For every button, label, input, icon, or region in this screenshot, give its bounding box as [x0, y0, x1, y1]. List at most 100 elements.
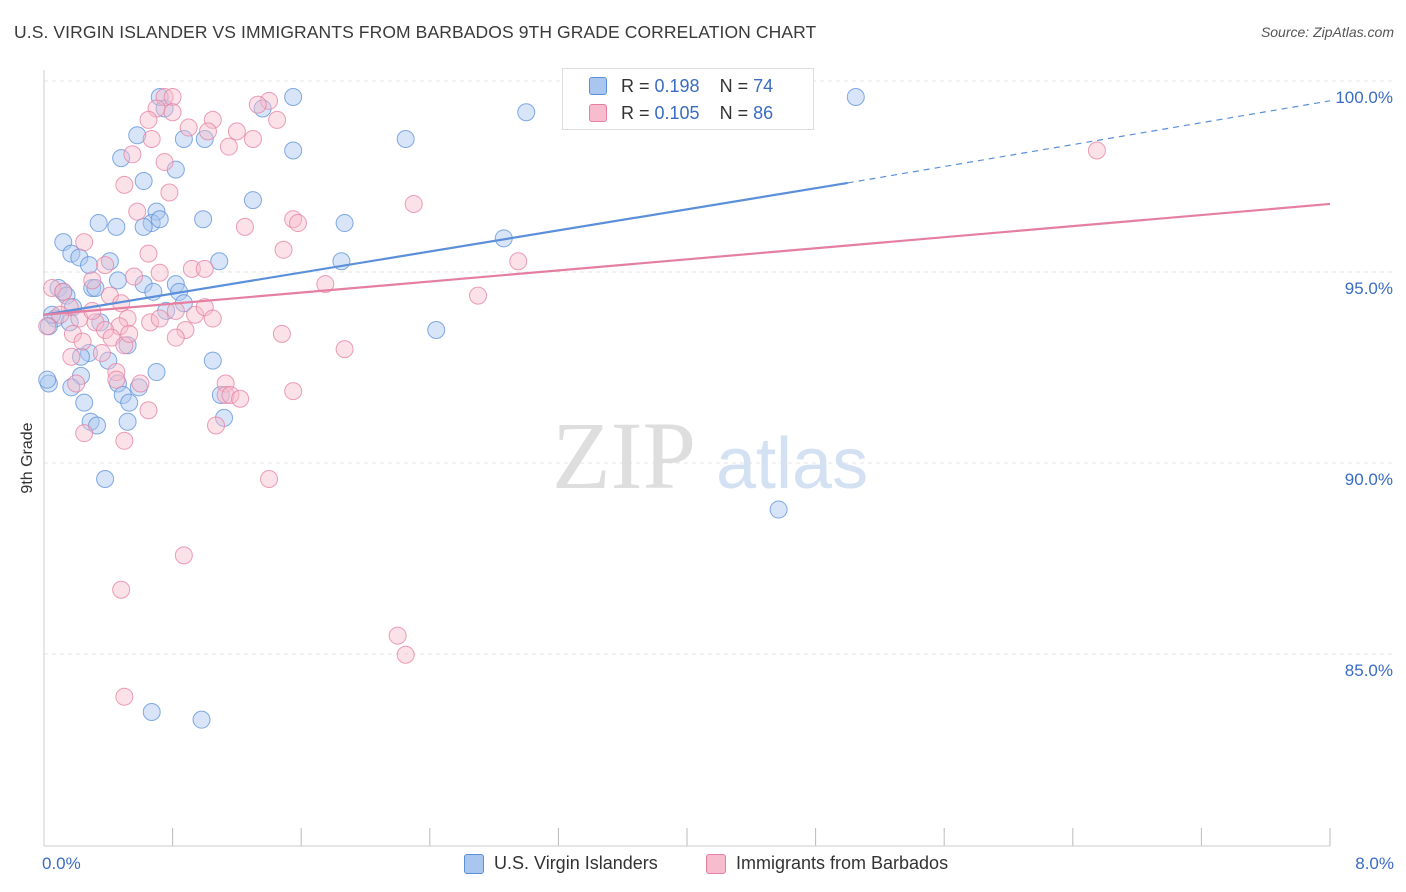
virgin-islander-point [71, 347, 90, 366]
y-tick-label: 85.0% [1345, 661, 1393, 680]
barbados-point [284, 382, 303, 401]
barbados-point [62, 347, 81, 366]
barbados-point [509, 252, 528, 271]
virgin-islander-point [284, 141, 303, 160]
virgin-islander-point [60, 313, 79, 332]
legend-r-value: 0.198 [654, 76, 700, 96]
tick-labels: 85.0% 90.0% 95.0% 100.0% 0.0% 8.0% [42, 88, 1394, 873]
barbados-point [174, 546, 193, 565]
bottom-legend-swatch-blue [464, 854, 484, 874]
barbados-point [198, 122, 217, 141]
legend-swatch-blue [589, 77, 607, 95]
virgin-islander-point [142, 703, 161, 722]
virgin-islander-point [128, 126, 147, 145]
virgin-islander-point [150, 88, 169, 106]
barbados-point [75, 233, 94, 252]
barbados-point [107, 363, 126, 382]
virgin-islander-point [134, 172, 153, 191]
barbados-point [139, 110, 158, 129]
barbados-point [396, 645, 415, 664]
barbados-point [115, 175, 134, 194]
virgin-islander-point [134, 217, 153, 236]
barbados-point [67, 374, 86, 393]
virgin-islander-point [846, 88, 865, 106]
virgin-islander-point [769, 500, 788, 519]
virgin-islander-point [243, 191, 262, 210]
barbados-point [112, 580, 131, 599]
barbados-point [128, 202, 147, 221]
barbados-point [139, 244, 158, 263]
barbados-point [131, 374, 150, 393]
barbados-point [166, 328, 185, 347]
y-axis-label: 9th Grade [19, 422, 36, 493]
barbados-point [115, 336, 134, 355]
barbados-point [92, 343, 111, 362]
virgin-islander-point [113, 385, 132, 404]
barbados-point [75, 424, 94, 443]
barbados-point [216, 385, 235, 404]
x-tick-label: 8.0% [1355, 854, 1394, 873]
virgin-islander-point [157, 301, 176, 320]
legend-r-value: 0.105 [654, 103, 700, 123]
barbados-point [268, 110, 287, 129]
source-label: Source: ZipAtlas.com [1260, 24, 1394, 40]
legend-n-value: 74 [753, 76, 774, 96]
barbados-point [272, 324, 291, 343]
barbados-point [316, 275, 335, 294]
barbados-point [142, 130, 161, 149]
chart-title: U.S. VIRGIN ISLANDER VS IMMIGRANTS FROM … [14, 22, 817, 42]
barbados-point [274, 240, 293, 259]
y-tick-label: 90.0% [1345, 470, 1393, 489]
barbados-point [227, 122, 246, 141]
virgin-islander-point [335, 214, 354, 233]
barbados-point [231, 389, 250, 408]
barbados-point [469, 286, 488, 305]
barbados-point [248, 95, 267, 114]
barbados-point [288, 214, 307, 233]
legend-box: R = 0.198 N = 74 R = 0.105 N = 86 [562, 68, 814, 130]
barbados-trend-line [43, 202, 1331, 316]
axes [43, 70, 1330, 847]
virgin-islander-point [112, 149, 131, 168]
watermark: ZIP atlas [552, 402, 868, 509]
barbados-point [160, 183, 179, 202]
barbados-point [203, 309, 222, 328]
virgin-islander-point [38, 370, 57, 389]
virgin-islander-point [150, 210, 169, 229]
barbados-point [123, 145, 142, 164]
virgin-islander-point [517, 103, 536, 122]
barbados-point [243, 130, 262, 149]
legend-n-label: N = [719, 76, 754, 96]
virgin-islander-point [96, 470, 115, 488]
bottom-legend-label: U.S. Virgin Islanders [494, 853, 658, 873]
barbados-point [1087, 141, 1106, 160]
barbados-point [86, 313, 105, 332]
barbados-point [54, 282, 73, 301]
barbados-point [195, 259, 214, 278]
virgin-islander-point [108, 271, 127, 290]
barbados-point [179, 118, 198, 137]
legend-swatch-pink [589, 104, 607, 122]
virgin-islander-point [211, 385, 230, 404]
trend-lines [43, 100, 1331, 316]
barbados-point [203, 110, 222, 129]
barbados-point [139, 401, 158, 420]
barbados-point [219, 137, 238, 156]
virgin-islander-point [80, 256, 99, 275]
virgin-islander-point [194, 210, 213, 229]
virgin-islander-point [174, 130, 193, 149]
barbados-point [43, 279, 62, 297]
virgin-islander-point [75, 393, 94, 412]
virgin-islander-point [107, 217, 126, 236]
data-points [38, 88, 1106, 729]
legend-r-label: R = [621, 103, 655, 123]
bottom-legend-swatch-pink [706, 854, 726, 874]
watermark-zip: ZIP [552, 402, 696, 509]
barbados-point [83, 271, 102, 290]
watermark-atlas: atlas [716, 424, 868, 504]
virgin-islander-point [210, 252, 229, 271]
barbados-point [388, 626, 407, 645]
y-tick-label: 100.0% [1335, 88, 1393, 107]
virgin-islander-point [134, 275, 153, 294]
